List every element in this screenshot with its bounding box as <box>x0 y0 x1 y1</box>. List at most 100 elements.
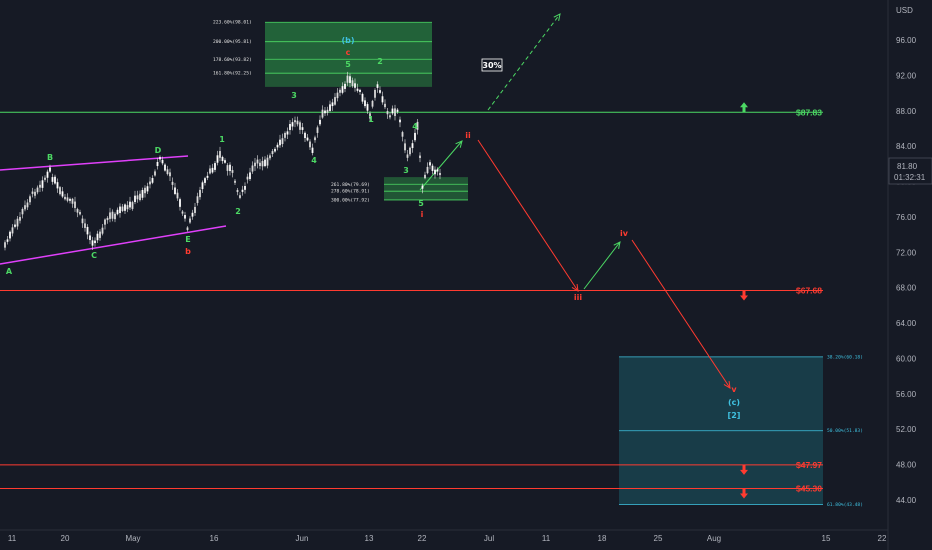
candle-body <box>186 227 189 230</box>
candle-body <box>239 195 241 198</box>
top-fib-zone-extension <box>265 73 432 87</box>
candle-body <box>289 124 291 130</box>
candle-body <box>46 171 49 178</box>
time-tick-label: Jun <box>296 534 309 543</box>
candle-body <box>404 143 406 151</box>
wave-label-green: A <box>6 267 13 276</box>
candle-body <box>91 240 94 246</box>
candle-body <box>376 84 379 88</box>
candle-body <box>99 231 101 238</box>
time-axis[interactable]: 11 20 May 16 Jun 13 22 Jul 11 18 25 Aug 15 22 <box>0 529 888 543</box>
wave-label-red: iii <box>574 293 582 302</box>
candle-body <box>231 170 234 173</box>
candle-body <box>236 189 239 193</box>
time-tick-label: 16 <box>210 534 219 543</box>
candle-body <box>161 159 164 164</box>
candle-body <box>396 109 399 112</box>
candle-body <box>371 100 374 107</box>
wave-label-green: 5 <box>345 60 351 69</box>
candle-body <box>61 191 64 197</box>
candle-body <box>251 165 254 172</box>
candle-body <box>269 155 271 159</box>
candle-body <box>86 226 89 235</box>
candle-body <box>181 211 184 214</box>
candle-body <box>271 151 274 154</box>
candle-body <box>211 167 214 173</box>
wave-label-green: 3 <box>291 91 297 100</box>
candle-body <box>274 148 276 152</box>
price-tick-label: 64.00 <box>896 319 917 328</box>
candle-body <box>314 137 316 141</box>
candle-body <box>246 176 249 180</box>
projection-arrow <box>583 241 621 290</box>
projection-arrow-head <box>723 380 731 389</box>
candle-body <box>144 187 146 194</box>
candle-body <box>224 160 226 163</box>
price-axis[interactable]: USD96.0092.0088.0084.0080.0076.0072.0068… <box>887 0 932 550</box>
candle-body <box>374 89 376 98</box>
candle-body <box>401 132 404 137</box>
time-tick-label: 22 <box>418 534 427 543</box>
candle-body <box>436 169 439 172</box>
projection-arrow-head <box>613 241 621 249</box>
mid-fib-level-label: 261.80%(79.69) <box>331 182 370 188</box>
candle-body <box>226 165 229 171</box>
wave-label-green: 1 <box>219 135 225 144</box>
candle-body <box>384 103 386 108</box>
trend-lines: $87.83 $67.68 $47.97 $45.30 <box>0 13 823 499</box>
candle-body <box>424 174 426 179</box>
candle-body <box>416 121 419 130</box>
top-fib-level-label: 223.60%(98.01) <box>213 20 252 26</box>
candle-body <box>64 196 66 200</box>
candle-body <box>146 186 149 192</box>
candle-body <box>249 172 251 180</box>
price-tick-label: 52.00 <box>896 425 917 434</box>
candle-body <box>421 185 424 189</box>
candle-body <box>66 197 69 201</box>
candle-body <box>341 86 344 93</box>
candle-body <box>156 161 159 167</box>
time-tick-label: May <box>125 534 140 543</box>
candle-body <box>151 178 154 183</box>
candle-body <box>361 93 364 102</box>
candle-body <box>69 198 71 201</box>
price-tick-label: 72.00 <box>896 248 917 257</box>
candle-body <box>174 187 176 194</box>
wave-label-green: B <box>47 153 53 162</box>
candle-body <box>304 132 306 139</box>
wave-label-green: 2 <box>235 207 241 216</box>
candle-body <box>244 186 246 190</box>
candle-body <box>129 201 131 208</box>
candle-body <box>59 187 61 195</box>
price-level-label: $45.30 <box>796 484 822 494</box>
candle-body <box>81 218 84 224</box>
candle-body <box>51 177 54 182</box>
candle-body <box>241 189 244 192</box>
candle-body <box>386 111 389 115</box>
wave-label-red: i <box>421 210 424 219</box>
candle-body <box>106 217 109 221</box>
candle-body <box>209 168 211 174</box>
time-tick-label: 11 <box>8 534 17 543</box>
candle-body <box>409 147 411 155</box>
candle-body <box>26 202 29 208</box>
price-tick-label: 56.00 <box>896 390 917 399</box>
candle-body <box>101 227 104 234</box>
candle-body <box>169 172 171 177</box>
candle-body <box>326 109 329 113</box>
candle-body <box>356 88 359 91</box>
candle-body <box>214 163 216 170</box>
candle-body <box>311 147 314 153</box>
wave-label-red: v <box>731 385 737 394</box>
candle-body <box>351 80 354 87</box>
wave-label-green: 1 <box>368 115 374 124</box>
candle-body <box>216 155 219 163</box>
price-tick-label: 84.00 <box>896 142 917 151</box>
candle-body <box>256 159 259 164</box>
candle-body <box>276 144 279 148</box>
candle-body <box>439 172 441 176</box>
candle-body <box>116 209 119 215</box>
target-level-label: 61.80%(43.48) <box>827 502 863 508</box>
